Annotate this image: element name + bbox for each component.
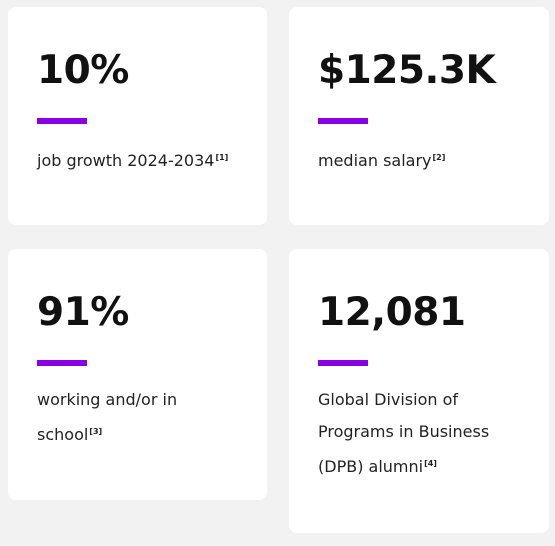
accent-bar — [318, 360, 368, 366]
accent-bar — [318, 118, 368, 124]
stat-card: $125.3K median salary[2] — [289, 7, 549, 225]
footnote-ref[interactable]: [2] — [432, 153, 446, 162]
label-text: working and/or in school — [37, 390, 178, 444]
stat-card: 91% working and/or in school[3] — [8, 249, 267, 500]
stat-value: $125.3K — [318, 48, 496, 93]
accent-bar — [37, 118, 87, 124]
stat-value: 12,081 — [318, 290, 466, 335]
footnote-ref[interactable]: [4] — [424, 459, 437, 468]
stat-label: median salary[2] — [318, 142, 445, 177]
stat-card: 10% job growth 2024-2034[1] — [8, 7, 267, 225]
footnote-ref[interactable]: [3] — [89, 427, 103, 436]
label-text: median salary — [318, 151, 432, 170]
footnote-ref[interactable]: [1] — [215, 153, 229, 162]
label-text: job growth 2024-2034 — [37, 151, 215, 170]
stat-label: Global Division of Programs in Business … — [318, 384, 508, 483]
stat-label: working and/or in school[3] — [37, 384, 202, 451]
stat-card: 12,081 Global Division of Programs in Bu… — [289, 249, 549, 533]
label-text: Global Division of Programs in Business … — [318, 390, 490, 476]
stat-label: job growth 2024-2034[1] — [37, 142, 228, 177]
accent-bar — [37, 360, 87, 366]
stat-value: 10% — [37, 48, 129, 93]
stat-value: 91% — [37, 290, 129, 335]
